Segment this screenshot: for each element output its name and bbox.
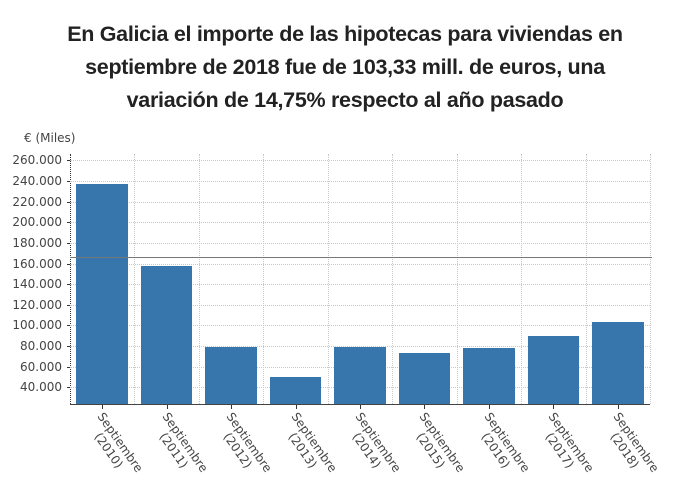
bar[interactable] [592,322,644,404]
gridline-vertical [134,154,136,404]
bar[interactable] [140,265,193,404]
x-tick-mark [424,405,426,409]
x-tick-mark [166,405,168,409]
x-axis-line [70,404,650,405]
gridline-vertical [263,154,265,404]
x-tick-mark [231,405,233,409]
bar[interactable] [527,335,580,404]
x-tick-label: Septiembre (2011) [156,410,211,475]
gridline-horizontal [70,201,650,203]
chart-title: En Galicia el importe de las hipotecas p… [0,18,690,117]
gridline-vertical [392,154,394,404]
x-tick-label: Septiembre (2017) [542,410,598,475]
y-tick-label: 80.000 [20,339,62,354]
x-tick-label: Septiembre (2016) [478,410,533,475]
y-tick-mark [67,201,71,203]
y-tick-mark [67,263,71,265]
gridline-horizontal [70,242,650,244]
gridline-horizontal [70,325,650,327]
gridline-horizontal [70,346,650,348]
x-tick-label: Septiembre (2010) [91,410,147,475]
y-tick-label: 260.000 [12,153,62,168]
title-line-1: En Galicia el importe de las hipotecas p… [67,22,623,46]
y-tick-label: 120.000 [12,297,62,312]
x-tick-label: Septiembre (2012) [220,410,275,475]
plot-area [70,154,652,405]
y-tick-label: 40.000 [20,380,62,395]
gridline-vertical [650,154,651,404]
y-tick-mark [67,284,71,286]
x-tick-mark [295,405,297,409]
title-line-3: variación de 14,75% respecto al año pasa… [126,88,564,112]
y-tick-mark [67,325,71,327]
y-tick-mark [67,180,71,182]
y-tick-label: 180.000 [12,235,62,250]
y-tick-label: 140.000 [12,277,62,292]
title-line-2: septiembre de 2018 fue de 103,33 mill. d… [85,55,605,79]
y-axis-line [70,154,71,404]
x-tick-mark [360,405,361,409]
y-tick-label: 160.000 [12,256,62,271]
bar[interactable] [463,348,515,404]
y-tick-label: 220.000 [12,194,62,209]
gridline-vertical [327,154,329,404]
y-tick-label: 100.000 [12,318,62,333]
gridline-horizontal [70,284,650,286]
y-axis-unit-label: € (Miles) [24,131,76,145]
y-tick-mark [67,387,71,389]
y-tick-mark [67,346,71,348]
y-tick-mark [67,242,71,244]
bar[interactable] [76,183,128,404]
gridline-horizontal [70,180,650,182]
bar[interactable] [334,347,386,404]
x-tick-label: Septiembre (2018) [607,410,662,475]
y-tick-mark [67,366,71,368]
bar[interactable] [269,377,322,404]
y-tick-label: 200.000 [12,215,62,230]
x-tick-label: Septiembre (2013) [285,410,340,475]
x-tick-mark [102,405,104,409]
x-tick-mark [488,405,490,409]
bar[interactable] [205,347,257,404]
gridline-horizontal [70,304,650,306]
gridline-vertical [198,154,200,404]
y-tick-label: 240.000 [12,173,62,188]
gridline-vertical [521,154,523,404]
y-tick-mark [67,222,71,224]
x-tick-mark [617,405,619,409]
bar[interactable] [398,353,451,404]
x-tick-mark [553,405,555,409]
gridline-vertical [456,154,458,404]
gridline-vertical [585,154,587,404]
gridline-horizontal [70,160,650,162]
y-tick-label: 60.000 [20,359,62,374]
y-tick-mark [67,160,71,162]
gridline-horizontal [70,263,650,265]
y-tick-mark [67,304,71,306]
gridline-horizontal [70,222,650,224]
x-tick-label: Septiembre (2015) [413,410,469,475]
x-tick-label: Septiembre (2014) [349,410,404,475]
reference-line [70,257,652,259]
